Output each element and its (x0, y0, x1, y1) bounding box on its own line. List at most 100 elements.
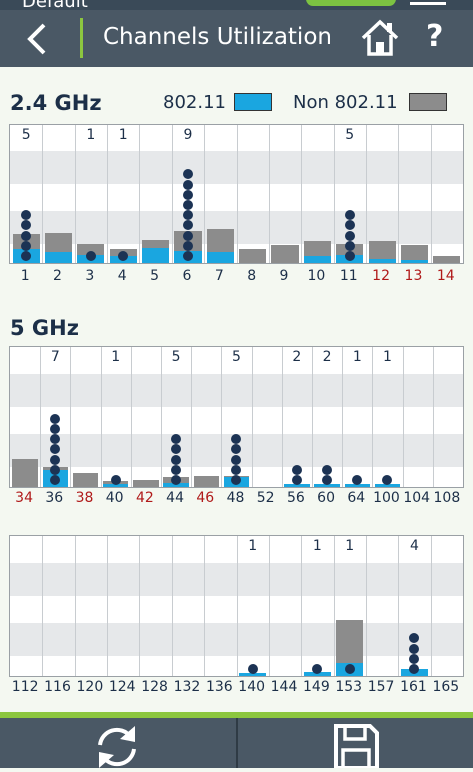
channel-column-14[interactable] (431, 125, 463, 263)
save-button[interactable] (332, 722, 380, 770)
channel-column-1[interactable]: 5 (10, 125, 42, 263)
channel-column-34[interactable] (10, 347, 40, 487)
channel-tick-12: 12 (372, 268, 390, 284)
channel-column-11[interactable]: 5 (334, 125, 366, 263)
channel-column-48[interactable]: 5 (221, 347, 251, 487)
access-point-dot (231, 444, 242, 455)
channel-separator (236, 536, 238, 676)
channel-tick-11: 11 (339, 268, 358, 284)
channel-column-12[interactable] (366, 125, 398, 263)
access-point-dot (231, 454, 242, 465)
channel-column-157[interactable] (366, 536, 398, 676)
home-button[interactable] (360, 19, 400, 57)
access-point-dot (50, 444, 61, 455)
channel-column-128[interactable] (139, 536, 171, 676)
channel-column-42[interactable] (131, 347, 161, 487)
channel-column-161[interactable]: 4 (398, 536, 430, 676)
channel-column-144[interactable] (269, 536, 301, 676)
channel-column-3[interactable]: 1 (75, 125, 107, 263)
channel-column-153[interactable]: 1 (334, 536, 366, 676)
channel-separator (251, 347, 253, 487)
ap-count-label: 7 (50, 349, 60, 365)
channel-tick-128: 128 (141, 679, 168, 695)
wifi-80211-bar (206, 251, 234, 263)
access-point-dot (50, 475, 61, 485)
refresh-button[interactable] (92, 723, 142, 768)
access-point-dot (50, 454, 61, 465)
non-80211-bar (193, 475, 219, 487)
access-point-dot (344, 210, 355, 221)
channel-column-6[interactable]: 9 (172, 125, 204, 263)
channel-column-124[interactable] (107, 536, 139, 676)
channel-tick-64: 64 (347, 490, 366, 506)
channel-column-112[interactable] (10, 536, 42, 676)
channel-column-116[interactable] (42, 536, 74, 676)
chart-5ghz-low: 7 1 5 5 2 2 1 1 (9, 346, 464, 488)
channel-column-46[interactable] (191, 347, 221, 487)
channel-column-56[interactable]: 2 (282, 347, 312, 487)
wifi-80211-bar (44, 251, 73, 263)
channel-column-44[interactable]: 5 (161, 347, 191, 487)
channel-column-140[interactable]: 1 (237, 536, 269, 676)
channel-column-7[interactable] (204, 125, 236, 263)
channel-column-165[interactable] (431, 536, 463, 676)
channel-tick-140: 140 (238, 679, 266, 695)
channel-separator (42, 125, 44, 263)
channel-separator (398, 536, 400, 676)
ap-count-label: 1 (383, 349, 392, 365)
channel-column-149[interactable]: 1 (301, 536, 333, 676)
channel-column-5[interactable] (139, 125, 171, 263)
channel-tick-56: 56 (286, 490, 305, 506)
channel-column-136[interactable] (204, 536, 236, 676)
channel-column-120[interactable] (75, 536, 107, 676)
channel-separator (204, 125, 206, 263)
channel-tick-7: 7 (214, 268, 224, 284)
access-point-dot (182, 169, 193, 180)
grid-band (10, 373, 463, 408)
access-point-dot (182, 179, 193, 190)
channel-column-64[interactable]: 1 (342, 347, 372, 487)
legend-nonwifi-label: Non 802.11 (293, 92, 398, 113)
help-button[interactable]: ? (426, 19, 444, 54)
channel-tick-10: 10 (307, 268, 326, 284)
chevron-left-icon (27, 23, 46, 55)
legend-nonwifi-swatch (409, 93, 447, 111)
channel-column-132[interactable] (172, 536, 204, 676)
back-button[interactable] (22, 22, 52, 56)
channel-tick-40: 40 (105, 490, 124, 506)
channel-column-13[interactable] (398, 125, 430, 263)
access-point-dot (344, 251, 355, 261)
chart-5ghz-high: 1 1 1 4 (9, 535, 464, 677)
ap-count-label: 4 (409, 538, 419, 554)
channel-column-36[interactable]: 7 (40, 347, 70, 487)
channel-column-100[interactable]: 1 (372, 347, 402, 487)
access-point-dot (50, 434, 61, 445)
channel-tick-60: 60 (317, 490, 335, 506)
channel-column-2[interactable] (42, 125, 74, 263)
channel-column-9[interactable] (269, 125, 301, 263)
channel-column-38[interactable] (70, 347, 100, 487)
access-point-dot (50, 413, 61, 424)
channel-column-40[interactable]: 1 (101, 347, 131, 487)
channel-column-10[interactable] (301, 125, 333, 263)
channel-column-104[interactable] (403, 347, 433, 487)
wifi-80211-bar (239, 673, 267, 676)
channel-separator (365, 536, 367, 676)
channel-column-60[interactable]: 2 (312, 347, 342, 487)
channel-tick-5: 5 (150, 268, 160, 284)
footer-bar (0, 718, 473, 770)
wifi-80211-bar (374, 484, 401, 487)
access-point-dot (344, 230, 355, 241)
channel-axis-2-4ghz: 1 2 3 4 5 6 7 8 9 10 11 12 13 14 (9, 268, 464, 288)
access-point-dot (231, 475, 242, 485)
channel-tick-6: 6 (182, 268, 192, 284)
channel-column-52[interactable] (252, 347, 282, 487)
channel-tick-104: 104 (403, 490, 431, 506)
menu-icon[interactable] (410, 2, 446, 5)
channel-column-8[interactable] (237, 125, 269, 263)
access-point-dot (85, 251, 96, 261)
non-80211-bar (368, 240, 396, 263)
channel-column-4[interactable]: 1 (107, 125, 139, 263)
channel-column-108[interactable] (433, 347, 463, 487)
channel-tick-46: 46 (196, 490, 215, 506)
